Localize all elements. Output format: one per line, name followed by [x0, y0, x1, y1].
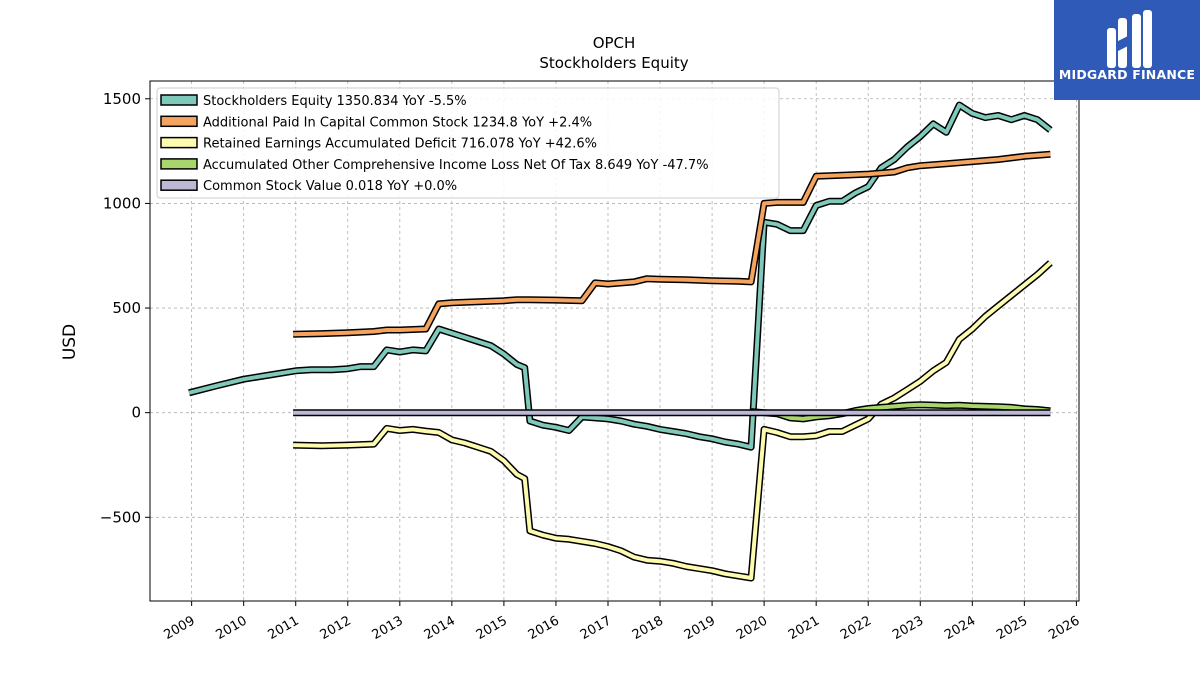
- y-tick-label: 1000: [103, 194, 141, 212]
- x-axis-ticks: 2009 2010 2011 2012 2013 2014 2015 2016 2017 2018…: [161, 601, 1082, 643]
- series-line: [188, 103, 1052, 450]
- legend-entry: Additional Paid In Capital Common Stock …: [203, 115, 592, 130]
- legend-entry: Common Stock Value 0.018 YoY +0.0%: [203, 179, 457, 194]
- midgard-finance-logo: MIDGARD FINANCE: [1054, 0, 1200, 100]
- series-line: [293, 261, 1052, 580]
- legend-swatch: [160, 179, 198, 191]
- y-axis-ticks: −500 0 500 1000 1500: [100, 90, 150, 526]
- x-tick-label: 2022: [838, 613, 874, 643]
- x-tick-label: 2024: [942, 613, 978, 643]
- series-line: [750, 402, 1051, 421]
- legend-swatch: [160, 136, 198, 149]
- legend-entry: Stockholders Equity 1350.834 YoY -5.5%: [203, 94, 467, 109]
- y-axis-label: USD: [60, 324, 80, 360]
- x-tick-label: 2014: [422, 613, 458, 643]
- x-tick-label: 2010: [214, 613, 250, 643]
- legend-swatch: [160, 94, 198, 106]
- legend-entry: Accumulated Other Comprehensive Income L…: [203, 158, 709, 173]
- x-tick-label: 2017: [578, 613, 614, 643]
- series-line-outline: [293, 260, 1053, 582]
- y-tick-label: 1500: [103, 90, 141, 108]
- x-tick-label: 2009: [161, 613, 197, 643]
- brand-mark-icon: [1107, 10, 1152, 68]
- legend-swatch: [160, 115, 198, 128]
- chart-title: OPCH: [593, 34, 636, 52]
- legend: Stockholders Equity 1350.834 YoY -5.5% Ad…: [156, 87, 780, 199]
- x-tick-label: 2015: [474, 613, 510, 643]
- x-tick-label: 2023: [890, 613, 926, 643]
- legend-swatch: [160, 158, 198, 170]
- series-lines: [188, 101, 1053, 582]
- x-tick-label: 2018: [630, 613, 666, 643]
- legend-box: [156, 87, 780, 199]
- x-tick-label: 2016: [526, 613, 562, 643]
- x-tick-label: 2019: [682, 613, 718, 643]
- x-tick-label: 2026: [1046, 613, 1082, 643]
- x-tick-label: 2020: [734, 613, 770, 643]
- legend-entry: Retained Earnings Accumulated Deficit 71…: [203, 137, 597, 152]
- y-tick-label: 0: [131, 404, 141, 422]
- x-tick-label: 2012: [318, 613, 354, 643]
- chart-subtitle: Stockholders Equity: [539, 54, 688, 72]
- x-tick-label: 2025: [994, 613, 1030, 643]
- x-tick-label: 2021: [786, 613, 822, 643]
- y-tick-label: 500: [112, 299, 141, 317]
- plot-area-frame: [149, 80, 1080, 602]
- x-tick-label: 2013: [370, 613, 406, 643]
- brand-name: MIDGARD FINANCE: [1058, 67, 1196, 82]
- x-tick-label: 2011: [266, 613, 302, 643]
- y-tick-label: −500: [100, 508, 141, 526]
- series-line: [293, 152, 1051, 337]
